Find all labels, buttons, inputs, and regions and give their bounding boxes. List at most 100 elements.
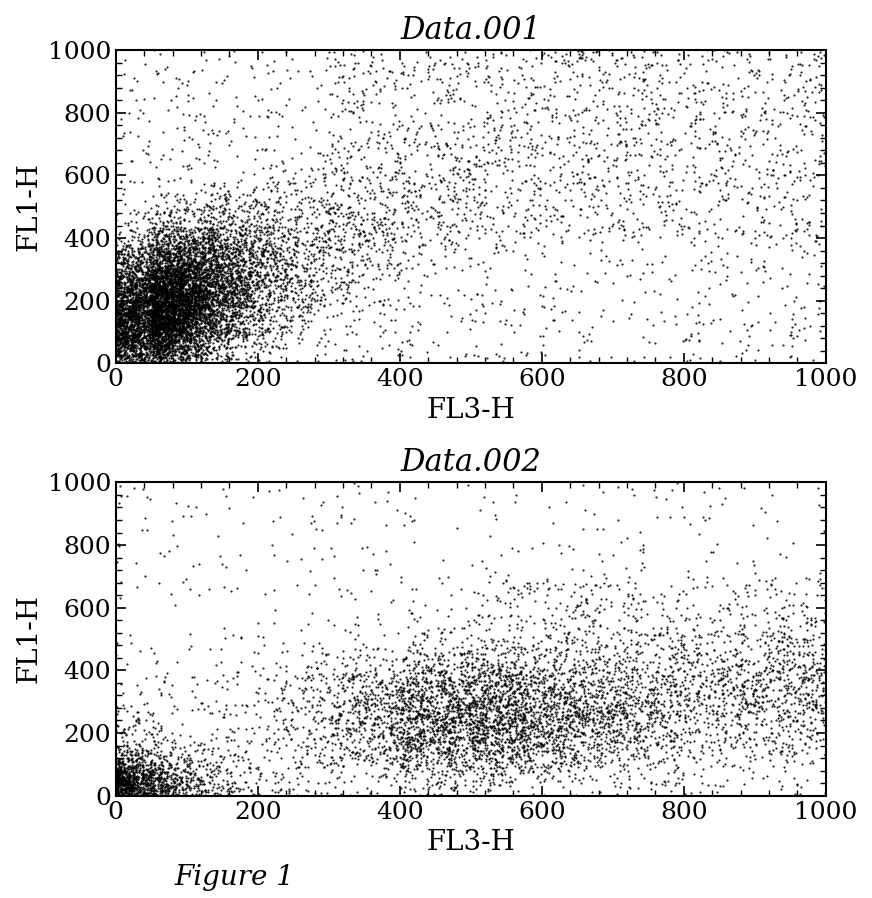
Point — [148, 303, 162, 317]
Point — [211, 298, 225, 313]
Point — [788, 724, 802, 738]
Point — [562, 691, 576, 705]
Point — [194, 349, 208, 364]
Point — [195, 289, 209, 304]
Point — [297, 190, 311, 205]
Point — [193, 338, 207, 352]
Point — [162, 544, 176, 559]
Point — [494, 741, 508, 755]
Point — [348, 692, 362, 707]
Point — [314, 190, 328, 205]
Point — [461, 175, 475, 189]
Point — [152, 788, 166, 803]
Point — [174, 319, 187, 333]
Point — [146, 252, 160, 267]
Point — [177, 257, 191, 271]
Point — [143, 275, 157, 289]
Point — [122, 328, 136, 342]
Point — [172, 271, 186, 286]
Point — [126, 768, 140, 782]
Point — [140, 314, 154, 329]
Point — [147, 306, 161, 321]
Point — [196, 246, 210, 260]
Point — [162, 338, 176, 352]
Point — [192, 309, 206, 323]
Point — [364, 682, 378, 697]
Point — [230, 283, 244, 297]
Point — [795, 596, 809, 611]
Point — [222, 262, 236, 277]
Point — [190, 327, 204, 341]
Point — [417, 731, 431, 745]
Point — [387, 165, 401, 180]
Point — [155, 265, 169, 279]
Point — [324, 696, 338, 710]
Point — [301, 617, 315, 631]
Point — [138, 290, 152, 304]
Point — [182, 296, 196, 311]
Point — [255, 256, 269, 270]
Point — [496, 699, 510, 713]
Point — [492, 694, 506, 709]
Point — [150, 299, 164, 313]
Point — [576, 726, 589, 741]
Point — [111, 277, 125, 292]
Point — [160, 310, 174, 324]
Point — [150, 294, 164, 308]
Point — [156, 284, 170, 298]
Point — [422, 725, 436, 739]
Point — [502, 111, 516, 126]
Point — [670, 730, 684, 744]
Point — [114, 317, 128, 331]
Point — [300, 234, 314, 249]
Point — [764, 577, 778, 592]
Point — [636, 538, 650, 552]
Point — [153, 278, 167, 293]
Point — [539, 700, 553, 714]
Point — [232, 303, 246, 317]
Point — [262, 130, 276, 145]
Point — [462, 646, 476, 660]
Point — [133, 750, 146, 764]
Point — [418, 703, 432, 718]
Point — [197, 298, 211, 313]
Point — [466, 779, 480, 793]
Point — [120, 768, 134, 782]
Point — [643, 699, 657, 713]
Point — [616, 702, 630, 717]
Point — [672, 678, 686, 692]
Point — [215, 283, 229, 297]
Point — [564, 708, 578, 722]
Point — [473, 732, 487, 746]
Point — [128, 328, 142, 342]
Point — [419, 204, 433, 218]
Point — [209, 252, 223, 267]
Point — [801, 188, 815, 202]
Point — [187, 251, 201, 266]
Point — [510, 708, 524, 722]
Point — [617, 732, 630, 746]
Point — [587, 735, 601, 749]
Point — [141, 357, 155, 371]
Point — [229, 258, 243, 272]
Point — [237, 237, 251, 251]
Point — [135, 311, 149, 325]
Point — [124, 340, 138, 355]
Point — [276, 155, 290, 170]
Point — [587, 693, 601, 708]
Point — [436, 704, 450, 718]
Point — [121, 788, 135, 803]
Point — [377, 728, 391, 743]
Point — [788, 212, 802, 226]
Point — [126, 257, 140, 271]
Point — [604, 711, 618, 726]
Point — [569, 696, 582, 710]
Point — [151, 335, 165, 349]
Point — [117, 314, 131, 329]
Point — [805, 682, 819, 697]
Point — [332, 70, 346, 84]
Point — [149, 242, 163, 256]
Point — [810, 49, 824, 64]
Point — [179, 769, 193, 783]
Point — [132, 779, 146, 794]
